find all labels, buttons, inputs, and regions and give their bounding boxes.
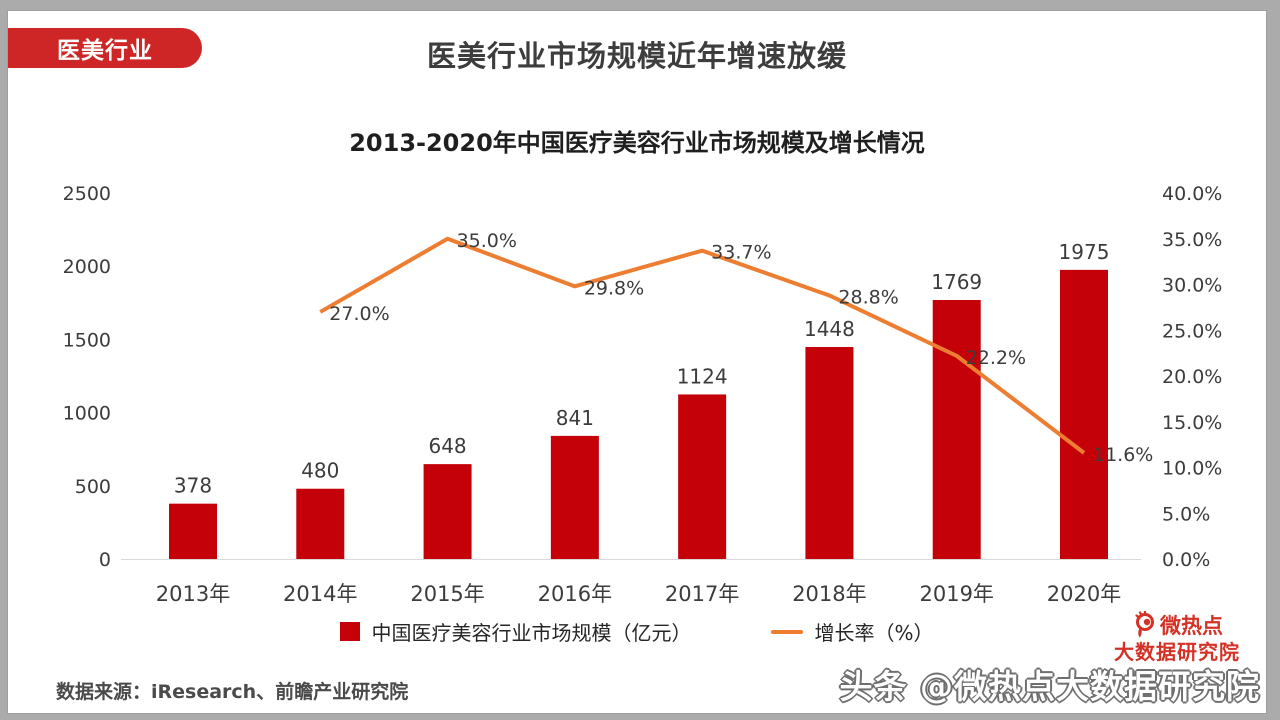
legend-label-market-size: 中国医疗美容行业市场规模（亿元） <box>371 621 692 645</box>
bar <box>169 503 217 559</box>
right-axis-tick: 5.0% <box>1162 503 1210 525</box>
right-axis-tick: 10.0% <box>1162 458 1222 480</box>
bar-value-label: 1448 <box>804 317 855 341</box>
line-point-label: 33.7% <box>711 242 771 264</box>
brand-name-line2: 大数据研究院 <box>1114 640 1240 664</box>
right-axis-tick: 25.0% <box>1162 320 1222 342</box>
bar-value-label: 1769 <box>931 270 982 294</box>
right-axis-tick: 40.0% <box>1162 183 1222 205</box>
right-axis-tick: 20.0% <box>1162 366 1222 388</box>
legend-swatch-bar <box>340 622 361 641</box>
right-axis-tick: 30.0% <box>1162 275 1222 297</box>
growth-line <box>319 236 1086 455</box>
bar-value-label: 841 <box>556 406 594 430</box>
brand-logo: 微热点 大数据研究院 <box>1114 611 1240 664</box>
line-point-label: 22.2% <box>966 347 1026 369</box>
legend-item-market-size: 中国医疗美容行业市场规模（亿元） <box>340 617 691 646</box>
x-axis-label: 2017年 <box>665 582 739 606</box>
left-axis-tick: 1500 <box>63 329 111 351</box>
watermark-text: 头条 @微热点大数据研究院 <box>839 667 1260 706</box>
bar-value-label: 1975 <box>1059 240 1110 264</box>
x-axis-label: 2019年 <box>919 582 993 606</box>
eye-icon <box>1135 611 1154 638</box>
content-card: 医美行业 医美行业市场规模近年增速放缓 2013-2020年中国医疗美容行业市场… <box>7 10 1267 714</box>
bar-value-label: 648 <box>428 434 466 458</box>
x-axis-label: 2020年 <box>1047 582 1121 606</box>
left-axis-tick: 500 <box>75 476 111 498</box>
x-axis-label: 2013年 <box>156 582 230 606</box>
x-axis-label: 2016年 <box>538 582 612 606</box>
left-axis-tick: 2500 <box>63 183 111 205</box>
data-source: 数据来源：iResearch、前瞻产业研究院 <box>56 681 409 703</box>
right-axis-tick: 35.0% <box>1162 229 1222 251</box>
left-axis-tick: 0 <box>99 549 111 571</box>
legend-item-growth-rate: 增长率（%） <box>771 617 934 646</box>
line-point-label: 35.0% <box>457 230 517 252</box>
legend: 中国医疗美容行业市场规模（亿元） 增长率（%） <box>8 617 1266 646</box>
chart-title: 2013-2020年中国医疗美容行业市场规模及增长情况 <box>349 129 925 157</box>
bar <box>932 300 981 559</box>
bar-value-label: 480 <box>301 459 339 483</box>
x-axis-label: 2014年 <box>283 582 357 606</box>
bar <box>550 435 599 559</box>
industry-badge: 医美行业 <box>8 28 202 68</box>
line-point-label: 28.8% <box>838 286 898 308</box>
bar <box>805 347 854 559</box>
bar-value-label: 1124 <box>677 364 728 388</box>
bar <box>423 464 472 559</box>
legend-label-growth-rate: 增长率（%） <box>814 621 934 645</box>
line-point-label: 11.6% <box>1093 444 1153 466</box>
line-point-label: 27.0% <box>329 303 389 325</box>
line-point-label: 29.8% <box>584 277 644 299</box>
left-axis-tick: 1000 <box>63 403 111 425</box>
x-axis-label: 2015年 <box>410 582 484 606</box>
bar-value-label: 378 <box>174 474 212 498</box>
bar <box>1060 269 1108 559</box>
main-title: 医美行业市场规模近年增速放缓 <box>426 39 847 73</box>
brand-name-line1: 微热点 <box>1160 613 1223 638</box>
right-axis-tick: 15.0% <box>1162 412 1222 434</box>
bar <box>678 394 727 559</box>
bar <box>296 488 345 559</box>
right-axis-tick: 0.0% <box>1162 549 1210 571</box>
left-axis-tick: 2000 <box>63 256 111 278</box>
x-axis-label: 2018年 <box>792 582 866 606</box>
chart-canvas: 2500 2000 1500 1000 500 0 40.0% 35.0% 30.0% 25.0%… <box>63 183 1223 606</box>
legend-swatch-line <box>771 629 804 634</box>
